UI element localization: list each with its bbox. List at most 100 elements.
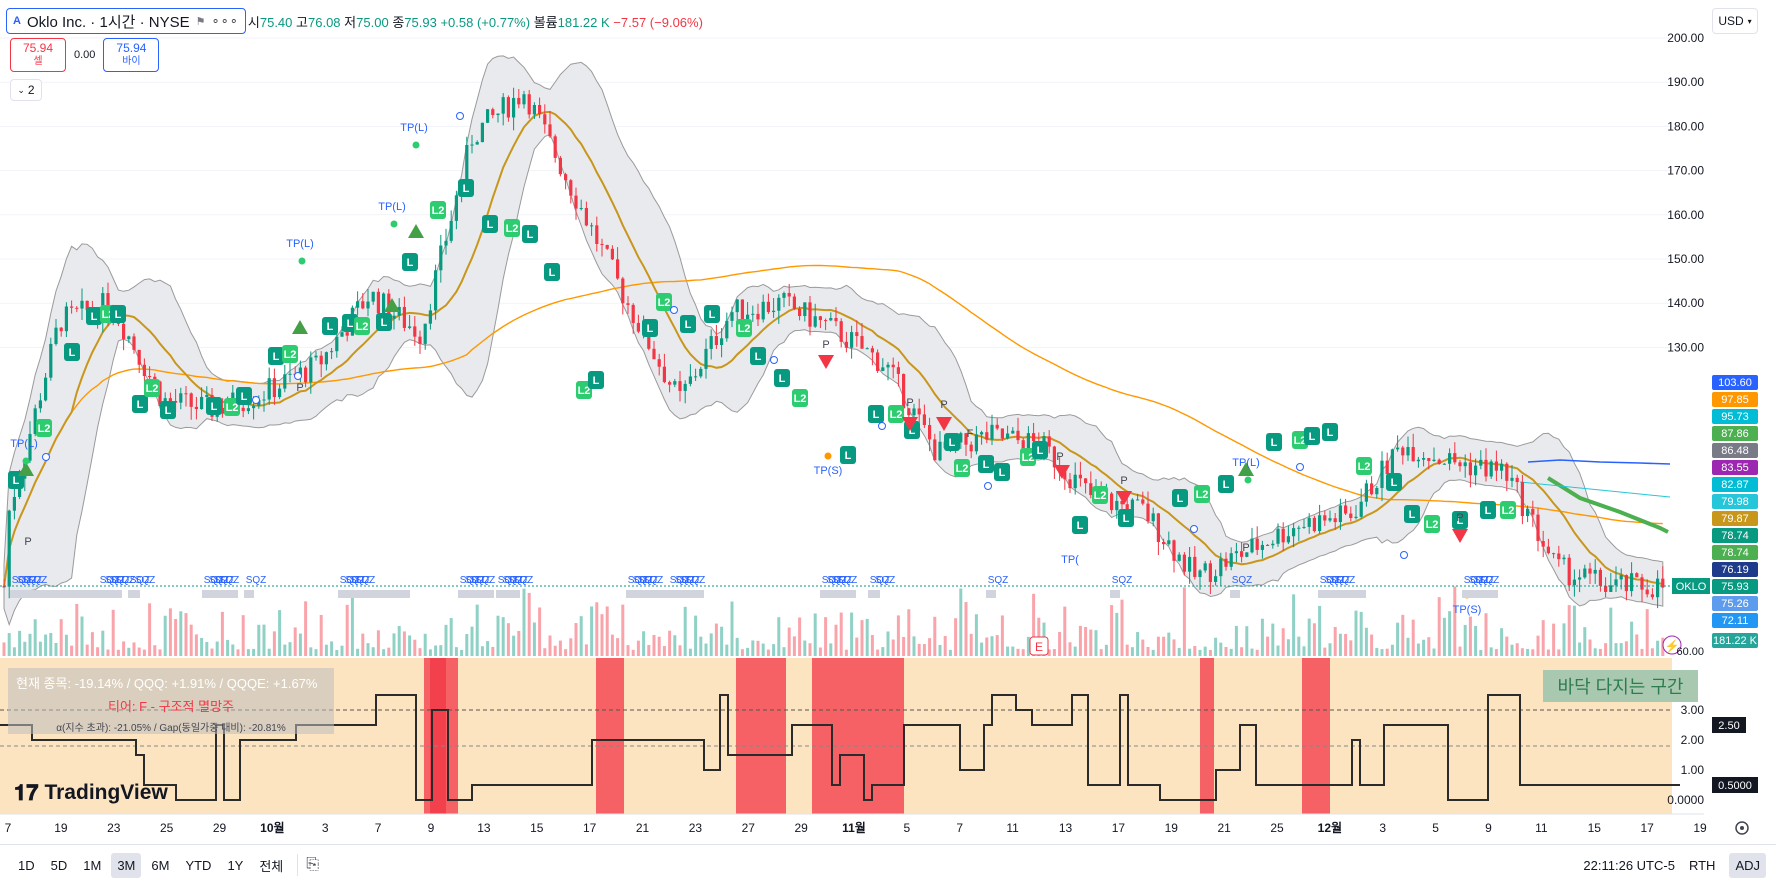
volume-bar [1416, 643, 1420, 656]
oscillator-badge-lower-label: 0.5000 [1718, 780, 1752, 792]
long-signal-label: L [327, 321, 334, 333]
symbol-search-button[interactable]: A Oklo Inc. · 1시간 · NYSE ⚑ ∘∘∘ [6, 8, 246, 34]
long-signal-marker [430, 201, 446, 219]
candle-body [1484, 459, 1488, 477]
candle-body [1271, 543, 1275, 546]
time-axis-label: 17 [1112, 821, 1126, 835]
flag-icon[interactable]: ⚑ [195, 15, 206, 28]
take-profit-long-dot [298, 257, 306, 265]
oscillator-badge-lower [1712, 777, 1758, 793]
price-badge [1712, 443, 1758, 458]
timeframe-ytd[interactable]: YTD [185, 857, 212, 873]
time-axis[interactable]: 7 19 23 25 29 10월 3 7 9 13 15 17 21 23 27 29 11월 5 7 11 13 17… [0, 813, 1707, 835]
tradingview-logo[interactable]: 𝟏𝟕 TradingView [14, 780, 168, 806]
long-signal-label: L [13, 475, 20, 487]
volume-bar [148, 603, 152, 656]
volume-bar [387, 647, 391, 656]
volume-bar [428, 649, 432, 656]
ticker-badge-label: OKLO [1676, 581, 1707, 593]
session-toggle[interactable]: RTH [1688, 857, 1716, 873]
volume-bar [434, 645, 438, 656]
currency-selector[interactable]: USD ▾ [1712, 8, 1758, 34]
squeeze-label: SQZ [988, 575, 1009, 586]
volume-bar [709, 633, 713, 656]
candle-body [1297, 527, 1301, 529]
high-value: 76.08 [308, 14, 341, 30]
long-signal-label: L [685, 319, 692, 331]
squeeze-label: SQZ [633, 575, 654, 586]
candle-body [631, 304, 635, 323]
candle-body [1136, 499, 1140, 501]
clock-time[interactable]: 22:11:26 UTC-5 [1583, 857, 1675, 873]
candle-body [1619, 575, 1623, 580]
long-signal-label: L [407, 257, 414, 269]
buy-button[interactable]: 75.94 바이 [103, 38, 160, 72]
timeframe-all[interactable]: 전체 [259, 858, 284, 874]
adjust-toggle[interactable]: ADJ [1729, 852, 1766, 878]
candle-body [1385, 460, 1389, 474]
volume-bar [662, 646, 666, 656]
volume-bar [730, 601, 734, 656]
bollinger-band [3, 55, 1664, 627]
settings-gear-icon[interactable] [1735, 821, 1749, 835]
volume-bar [948, 649, 952, 656]
long-signal-marker [1356, 457, 1372, 475]
take-profit-long-label: TP(L) [286, 238, 314, 250]
candle-body [1588, 568, 1592, 574]
candle-body [1562, 557, 1566, 560]
time-axis-label: 19 [1165, 821, 1179, 835]
sell-button[interactable]: 75.94 셀 [10, 38, 66, 72]
timeframe-1m[interactable]: 1M [83, 857, 102, 873]
indicators-collapse-button[interactable]: ⌄ 2 [10, 79, 42, 101]
timeframe-1y[interactable]: 1Y [227, 857, 244, 873]
volume-bar [1156, 636, 1160, 656]
candle-body [148, 376, 152, 378]
volume-bar [1203, 646, 1207, 656]
volume-bar [1422, 639, 1426, 656]
long-signal-marker [1322, 423, 1338, 441]
volume-bar [449, 618, 453, 656]
volume-bar [1032, 593, 1036, 656]
volume-bar [553, 645, 557, 656]
candle-body [813, 316, 817, 327]
chevron-down-icon: ⌄ [17, 84, 25, 95]
candle-body [1453, 453, 1457, 463]
volume-bar [1146, 646, 1150, 656]
squeeze-box [1318, 590, 1366, 598]
lightning-icon[interactable]: ⚡ [1662, 635, 1682, 655]
volume-bar [1182, 587, 1186, 656]
timeframe-5d[interactable]: 5D [50, 857, 68, 873]
squeeze-label: SQZ [105, 575, 126, 586]
volume-bar [798, 617, 802, 656]
earnings-marker[interactable]: E [1029, 636, 1049, 656]
squeeze-box [986, 590, 996, 598]
pivot-label: P [822, 339, 829, 351]
volume-bar [1089, 629, 1093, 656]
price-badge-label: 72.11 [1722, 615, 1749, 627]
more-icon[interactable]: ∘∘∘ [211, 13, 239, 28]
candle-body [1068, 479, 1072, 489]
candle-body [1172, 540, 1176, 561]
candle-body [1011, 430, 1015, 434]
time-axis-label: 29 [794, 821, 808, 835]
oscillator-axis[interactable]: 3.00 2.00 1.00 0.0000 2.50 0.5000 [1667, 703, 1758, 807]
timeframe-3m[interactable]: 3M [111, 852, 142, 878]
take-profit-long-dot [22, 457, 30, 465]
long-signal-label: L [347, 318, 354, 330]
candle-body [678, 381, 682, 391]
timeframe-1d[interactable]: 1D [18, 857, 35, 873]
low-value: 75.00 [356, 14, 389, 30]
candle-body [1255, 538, 1259, 550]
long-signal-marker [36, 419, 52, 437]
volume-bar [621, 604, 625, 656]
candle-body [673, 381, 677, 385]
volume-bar [839, 612, 843, 656]
date-range-icon[interactable]: ⎘ [306, 856, 320, 873]
candle-body [1318, 515, 1322, 532]
candle-body [142, 364, 146, 377]
price-axis[interactable]: 200.00 190.00 180.00 170.00 160.00 150.00 140.… [1667, 31, 1704, 658]
timeframe-6m[interactable]: 6M [151, 857, 170, 873]
symbol-logo-icon: A [13, 15, 21, 27]
